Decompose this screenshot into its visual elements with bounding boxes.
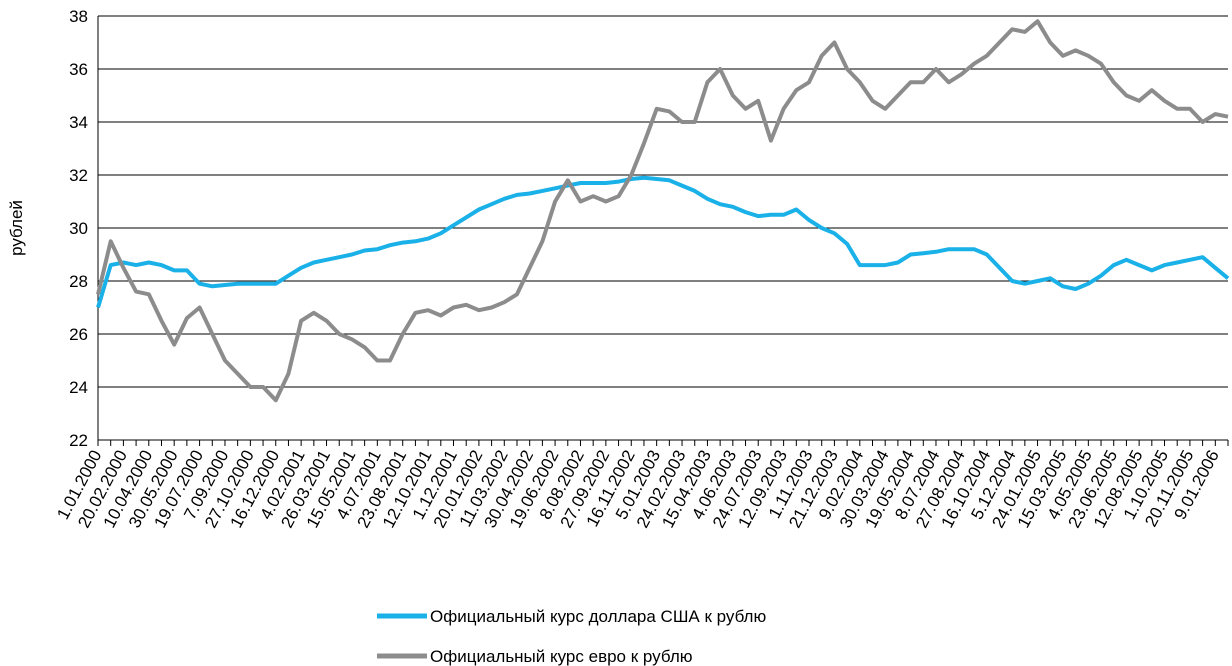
y-tick-label: 24 xyxy=(69,378,88,397)
legend-label: Официальный курс доллара США к рублю xyxy=(430,607,766,626)
y-tick-label: 26 xyxy=(69,325,88,344)
y-tick-label: 36 xyxy=(69,60,88,79)
series-line xyxy=(96,19,1229,403)
y-tick-label: 32 xyxy=(69,166,88,185)
y-axis-label: рублей xyxy=(7,200,26,256)
y-tick-label: 38 xyxy=(69,7,88,26)
y-tick-label: 22 xyxy=(69,431,88,450)
y-tick-label: 28 xyxy=(69,272,88,291)
y-tick-label: 30 xyxy=(69,219,88,238)
legend-label: Официальный курс евро к рублю xyxy=(430,647,693,666)
series-line xyxy=(96,175,1230,309)
y-tick-label: 34 xyxy=(69,113,88,132)
